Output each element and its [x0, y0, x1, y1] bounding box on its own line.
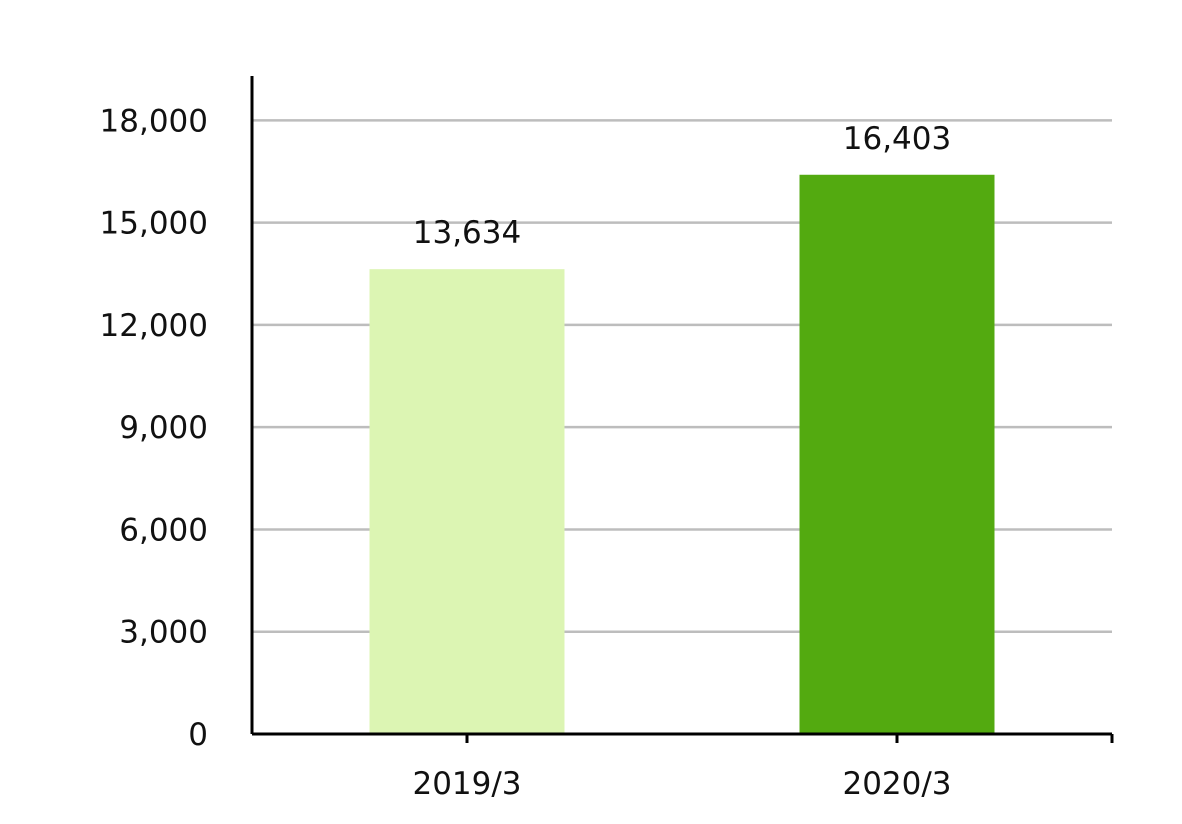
- data-label: 13,634: [413, 215, 521, 251]
- x-tick-label: 2019/3: [412, 766, 521, 802]
- y-tick-label: 15,000: [100, 206, 208, 242]
- bar: [369, 269, 565, 734]
- data-label: 16,403: [843, 121, 951, 157]
- y-tick-label: 12,000: [100, 308, 208, 344]
- x-tick-label: 2020/3: [842, 766, 951, 802]
- y-tick-label: 6,000: [119, 512, 208, 548]
- y-tick-label: 0: [188, 717, 208, 753]
- y-tick-label: 18,000: [100, 103, 208, 139]
- bars: [369, 174, 995, 734]
- y-tick-label: 3,000: [119, 615, 208, 651]
- axes: [250, 76, 1114, 743]
- labels: 0 3,000 6,000 9,000 12,000 15,000 18,000 13,634…: [100, 103, 952, 802]
- bar: [799, 174, 995, 734]
- y-tick-label: 9,000: [119, 410, 208, 446]
